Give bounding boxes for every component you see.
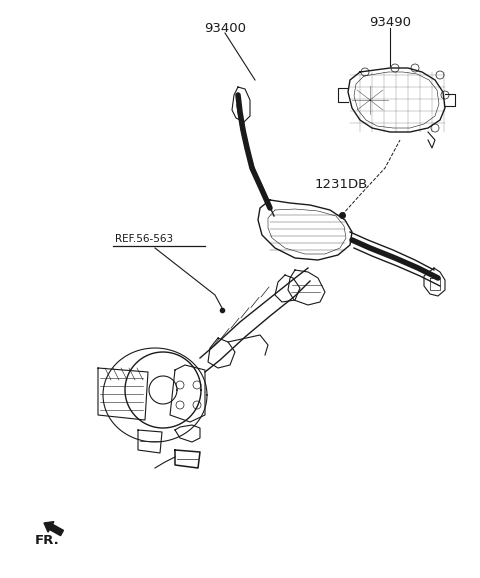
Text: FR.: FR. — [35, 533, 60, 547]
Text: REF.56-563: REF.56-563 — [115, 234, 173, 244]
FancyArrow shape — [44, 521, 63, 536]
Text: 93400: 93400 — [204, 21, 246, 35]
Text: 1231DB: 1231DB — [315, 179, 368, 191]
Text: 93490: 93490 — [369, 16, 411, 28]
